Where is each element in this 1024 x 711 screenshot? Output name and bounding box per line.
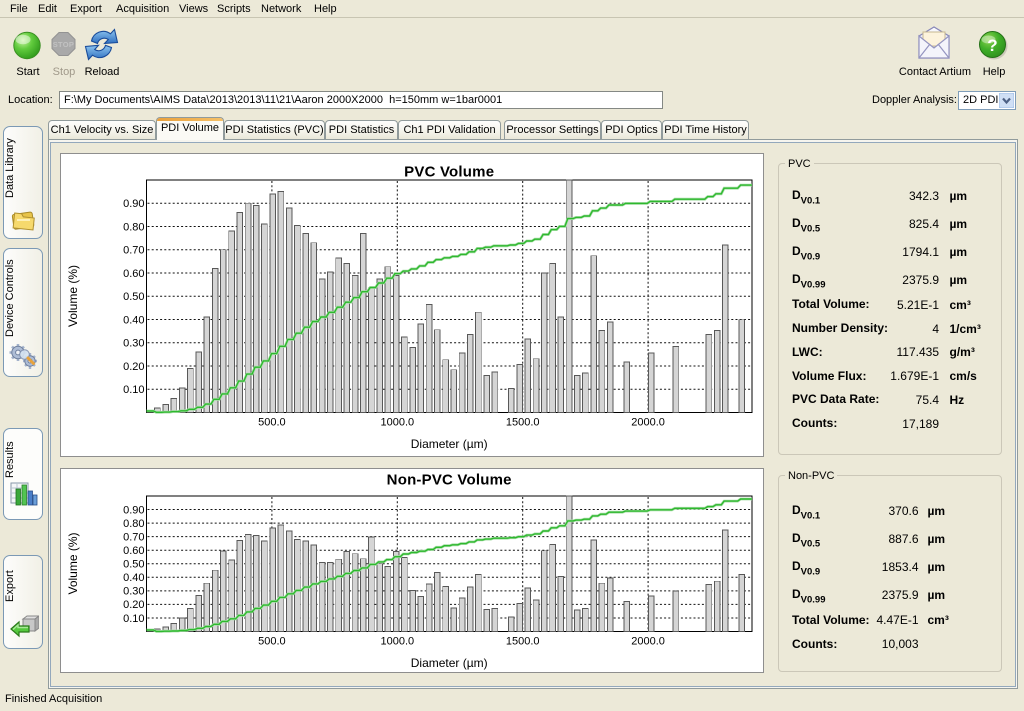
svg-text:0.30: 0.30 bbox=[123, 338, 144, 350]
svg-text:0.40: 0.40 bbox=[123, 572, 144, 584]
svg-text:0.90: 0.90 bbox=[123, 504, 144, 516]
svg-text:0.60: 0.60 bbox=[123, 545, 144, 557]
svg-text:Diameter (µm): Diameter (µm) bbox=[411, 437, 488, 451]
svg-text:0.60: 0.60 bbox=[123, 268, 144, 280]
svg-text:0.50: 0.50 bbox=[123, 291, 144, 303]
svg-text:?: ? bbox=[987, 36, 997, 55]
svg-text:500.0: 500.0 bbox=[258, 636, 286, 648]
svg-text:1500.0: 1500.0 bbox=[506, 636, 540, 648]
svg-text:Volume (%): Volume (%) bbox=[66, 532, 80, 594]
svg-text:0.10: 0.10 bbox=[123, 613, 144, 625]
svg-text:0.50: 0.50 bbox=[123, 559, 144, 571]
svg-text:0.30: 0.30 bbox=[123, 586, 144, 598]
svg-text:1000.0: 1000.0 bbox=[380, 417, 414, 429]
svg-text:0.80: 0.80 bbox=[123, 221, 144, 233]
svg-text:500.0: 500.0 bbox=[258, 417, 286, 429]
svg-text:2000.0: 2000.0 bbox=[631, 636, 665, 648]
svg-text:0.80: 0.80 bbox=[123, 518, 144, 530]
svg-text:STOP: STOP bbox=[53, 40, 74, 49]
svg-text:Non-PVC Volume: Non-PVC Volume bbox=[387, 472, 512, 489]
svg-text:0.70: 0.70 bbox=[123, 245, 144, 257]
svg-text:0.20: 0.20 bbox=[123, 361, 144, 373]
svg-text:0.70: 0.70 bbox=[123, 531, 144, 543]
svg-text:0.10: 0.10 bbox=[123, 384, 144, 396]
svg-text:Diameter (µm): Diameter (µm) bbox=[411, 656, 488, 670]
svg-text:0.40: 0.40 bbox=[123, 314, 144, 326]
svg-text:Volume (%): Volume (%) bbox=[66, 265, 80, 327]
svg-text:1500.0: 1500.0 bbox=[506, 417, 540, 429]
svg-text:0.90: 0.90 bbox=[123, 198, 144, 210]
svg-text:2000.0: 2000.0 bbox=[631, 417, 665, 429]
svg-text:0.20: 0.20 bbox=[123, 599, 144, 611]
svg-text:1000.0: 1000.0 bbox=[380, 636, 414, 648]
svg-text:PVC Volume: PVC Volume bbox=[404, 164, 494, 181]
